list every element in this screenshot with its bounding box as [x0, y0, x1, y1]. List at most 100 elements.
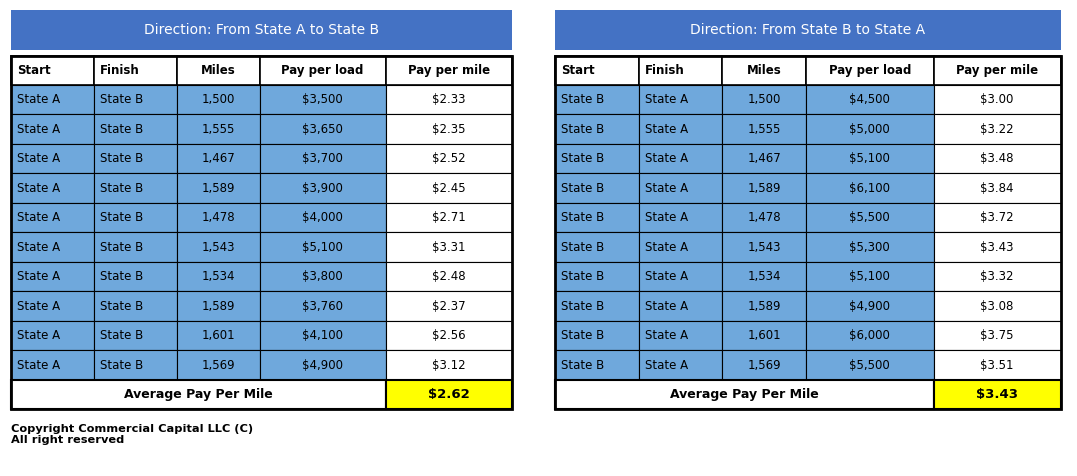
- Text: Miles: Miles: [200, 64, 236, 77]
- Text: $4,100: $4,100: [303, 329, 344, 342]
- Text: $2.33: $2.33: [432, 93, 465, 106]
- Text: State A: State A: [644, 211, 688, 224]
- Text: 1,555: 1,555: [747, 123, 781, 136]
- Text: $6,000: $6,000: [850, 329, 891, 342]
- Bar: [11, 380, 386, 409]
- Text: State A: State A: [17, 329, 60, 342]
- Text: State A: State A: [17, 300, 60, 313]
- Bar: [555, 114, 639, 144]
- Bar: [723, 85, 807, 114]
- Text: State B: State B: [561, 152, 604, 165]
- Text: 1,601: 1,601: [201, 329, 235, 342]
- Bar: [94, 291, 177, 321]
- Text: $3.84: $3.84: [980, 182, 1013, 195]
- Text: $2.56: $2.56: [432, 329, 465, 342]
- Text: State A: State A: [17, 270, 60, 283]
- Bar: [639, 291, 723, 321]
- Bar: [934, 380, 1061, 409]
- Text: $2.35: $2.35: [432, 123, 465, 136]
- Bar: [807, 262, 934, 291]
- Bar: [639, 85, 723, 114]
- Bar: [555, 56, 639, 85]
- Bar: [177, 291, 260, 321]
- Bar: [94, 114, 177, 144]
- Bar: [723, 203, 807, 232]
- Text: $5,500: $5,500: [850, 358, 891, 372]
- Bar: [260, 232, 386, 262]
- Bar: [260, 350, 386, 380]
- Bar: [807, 144, 934, 173]
- Bar: [177, 350, 260, 380]
- Text: 1,589: 1,589: [747, 300, 781, 313]
- Bar: [386, 85, 512, 114]
- Bar: [723, 350, 807, 380]
- Text: State B: State B: [561, 241, 604, 254]
- Text: State B: State B: [561, 211, 604, 224]
- Bar: [386, 173, 512, 203]
- Bar: [11, 85, 94, 114]
- Text: $2.37: $2.37: [432, 300, 465, 313]
- Bar: [934, 262, 1061, 291]
- Text: $3.22: $3.22: [980, 123, 1015, 136]
- Text: Start: Start: [561, 64, 595, 77]
- Bar: [807, 321, 934, 350]
- Bar: [555, 321, 639, 350]
- Text: $5,100: $5,100: [850, 270, 891, 283]
- Text: Pay per mile: Pay per mile: [956, 64, 1038, 77]
- Text: State B: State B: [100, 93, 143, 106]
- Bar: [260, 321, 386, 350]
- Text: $5,300: $5,300: [850, 241, 891, 254]
- Bar: [260, 203, 386, 232]
- Bar: [723, 144, 807, 173]
- Text: State A: State A: [644, 123, 688, 136]
- Text: Copyright Commercial Capital LLC (C)
All right reserved: Copyright Commercial Capital LLC (C) All…: [11, 424, 253, 445]
- Bar: [177, 232, 260, 262]
- Text: State B: State B: [561, 93, 604, 106]
- Text: State A: State A: [17, 152, 60, 165]
- Text: State B: State B: [100, 329, 143, 342]
- Text: State A: State A: [644, 270, 688, 283]
- Text: $5,000: $5,000: [850, 123, 891, 136]
- Bar: [386, 350, 512, 380]
- Bar: [386, 291, 512, 321]
- Text: $3.31: $3.31: [432, 241, 465, 254]
- Bar: [11, 262, 94, 291]
- Text: $3.00: $3.00: [980, 93, 1013, 106]
- Text: State A: State A: [644, 329, 688, 342]
- Text: 1,534: 1,534: [747, 270, 781, 283]
- Text: Direction: From State B to State A: Direction: From State B to State A: [690, 22, 925, 37]
- Bar: [94, 56, 177, 85]
- Bar: [94, 85, 177, 114]
- Text: Pay per load: Pay per load: [281, 64, 364, 77]
- Text: State B: State B: [561, 270, 604, 283]
- Bar: [934, 144, 1061, 173]
- Bar: [11, 350, 94, 380]
- Bar: [386, 380, 512, 409]
- Text: State A: State A: [644, 182, 688, 195]
- Text: $2.45: $2.45: [432, 182, 465, 195]
- Bar: [260, 262, 386, 291]
- Bar: [723, 291, 807, 321]
- Bar: [11, 173, 94, 203]
- Bar: [723, 262, 807, 291]
- Bar: [639, 144, 723, 173]
- Bar: [11, 203, 94, 232]
- Bar: [177, 262, 260, 291]
- Text: $3,700: $3,700: [303, 152, 344, 165]
- Text: Direction: From State A to State B: Direction: From State A to State B: [143, 22, 379, 37]
- Text: 1,543: 1,543: [201, 241, 235, 254]
- Bar: [807, 85, 934, 114]
- Bar: [807, 114, 934, 144]
- Bar: [807, 291, 934, 321]
- Bar: [639, 232, 723, 262]
- Text: $3,760: $3,760: [303, 300, 344, 313]
- Bar: [386, 262, 512, 291]
- Text: 1,467: 1,467: [201, 152, 235, 165]
- Bar: [555, 262, 639, 291]
- Bar: [639, 321, 723, 350]
- Bar: [11, 114, 94, 144]
- Text: $4,900: $4,900: [850, 300, 891, 313]
- Text: $4,000: $4,000: [303, 211, 344, 224]
- Bar: [386, 56, 512, 85]
- Text: $3.51: $3.51: [980, 358, 1013, 372]
